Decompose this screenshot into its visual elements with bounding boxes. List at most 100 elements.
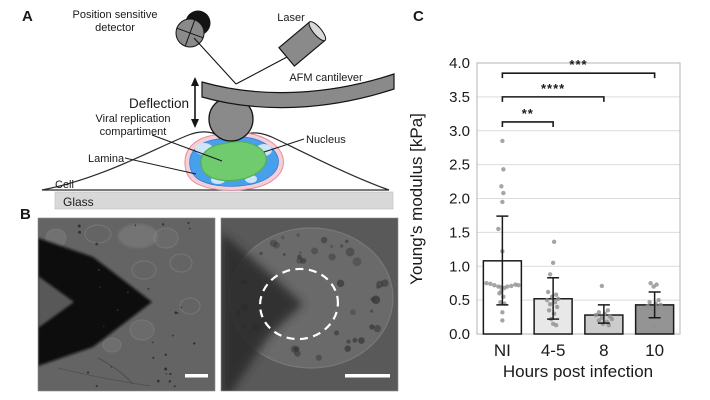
speckle: [116, 309, 119, 312]
granule: [339, 243, 344, 248]
y-tick-label: 0.5: [449, 292, 470, 309]
granule: [273, 241, 280, 249]
x-tick-label: 8: [599, 341, 608, 360]
speckle: [187, 221, 190, 225]
scatter-point: [544, 297, 550, 303]
granule: [370, 309, 374, 313]
speckle: [102, 325, 105, 328]
panel-a-label: A: [22, 8, 33, 25]
significance-bracket: [501, 72, 656, 79]
error-bar: [547, 277, 560, 320]
youngs-modulus-chart: 0.00.51.01.52.02.53.03.54.0NI 4-5 8 10*****…: [449, 55, 681, 360]
significance-stars: **: [522, 106, 534, 121]
cantilever-notch: [38, 276, 74, 328]
significance-stars: ***: [569, 57, 587, 72]
scatter-point: [500, 318, 505, 323]
deflection-label: Deflection: [129, 96, 189, 111]
vrc-label-line1: Viral replication: [95, 113, 170, 125]
vrc-pointer-line: [151, 134, 223, 162]
speckle: [126, 291, 129, 294]
scatter-point: [605, 308, 611, 313]
granule: [282, 253, 286, 256]
speckle: [164, 353, 167, 357]
scatter-point: [499, 184, 504, 189]
scatter-point: [651, 284, 656, 289]
laser-label: Laser: [277, 12, 305, 24]
error-bar: [496, 215, 509, 306]
scatter-point: [501, 190, 506, 196]
y-tick-label: 1.0: [449, 258, 470, 275]
scatter-point: [552, 299, 558, 305]
granule: [269, 239, 278, 248]
speckle: [165, 372, 168, 375]
speckle: [176, 312, 179, 314]
debris-speckles: [77, 221, 196, 388]
granule: [344, 345, 351, 352]
speckle: [193, 342, 196, 345]
granule: [311, 247, 318, 255]
scatter-point: [606, 322, 612, 328]
granule: [296, 233, 301, 237]
scatter-point: [516, 283, 521, 288]
y-tick-label: 2.0: [449, 191, 470, 208]
scatter-point: [652, 323, 657, 329]
y-tick-label: 2.5: [449, 157, 470, 174]
y-tick-label: 3.5: [449, 89, 470, 106]
scatter-point: [645, 304, 650, 309]
y-tick-label: 3.0: [449, 123, 470, 140]
speckle: [95, 242, 99, 246]
speckle: [180, 306, 183, 309]
viral-replication-compartment: [200, 141, 267, 182]
granule: [346, 339, 351, 344]
granule: [290, 345, 299, 353]
speckle: [173, 385, 176, 388]
cell-tendril: [57, 367, 151, 387]
scatter-point: [553, 322, 559, 328]
scatter-point: [501, 167, 506, 172]
lamina-pointer-line: [124, 157, 197, 175]
speckle: [97, 268, 101, 272]
speckle: [78, 230, 82, 234]
granule: [352, 257, 362, 267]
significance-stars: ****: [541, 81, 565, 96]
speckle: [77, 224, 81, 228]
scatter-point: [647, 299, 652, 305]
significance-bracket: [501, 96, 605, 102]
vrc-label-line2: compartiment: [100, 126, 167, 138]
speckle: [86, 371, 90, 374]
y-tick-label: 1.5: [449, 224, 470, 241]
granule: [259, 251, 263, 256]
left-image-border: [37, 217, 216, 392]
scatter-point: [498, 299, 503, 305]
error-bar: [648, 291, 661, 319]
glass-label: Glass: [63, 195, 94, 209]
scatter-point: [656, 297, 661, 303]
speckle: [134, 224, 137, 227]
panel-c-bar-chart: C 0.00.51.01.52.02.53.03.54.0NI 4-5 8 10***…: [407, 8, 681, 381]
laser-icon: [278, 21, 327, 67]
scatter-point: [500, 138, 505, 144]
cantilever-tip-silhouette: [38, 238, 152, 366]
scatter-point: [500, 310, 505, 315]
scatter-point: [596, 310, 602, 315]
scale-bar: [345, 374, 390, 378]
position-sensitive-detector-icon: [175, 10, 211, 48]
speckle: [161, 223, 165, 226]
scatter-point: [547, 272, 553, 277]
nucleus-label: Nucleus: [306, 134, 346, 146]
scatter-point: [554, 304, 560, 310]
granule: [336, 279, 345, 288]
deflection-arrow: [191, 77, 199, 128]
panel-c-label: C: [413, 8, 424, 25]
scatter-point: [550, 260, 556, 266]
scatter-point: [497, 291, 502, 296]
speckle: [156, 379, 160, 383]
cantilever-label: AFM cantilever: [289, 72, 363, 84]
scatter-point: [496, 226, 501, 232]
x-axis-label: Hours post infection: [503, 362, 653, 381]
granule: [345, 239, 349, 244]
speckle: [188, 227, 191, 230]
scatter-point: [492, 283, 497, 288]
speckle: [110, 365, 113, 368]
